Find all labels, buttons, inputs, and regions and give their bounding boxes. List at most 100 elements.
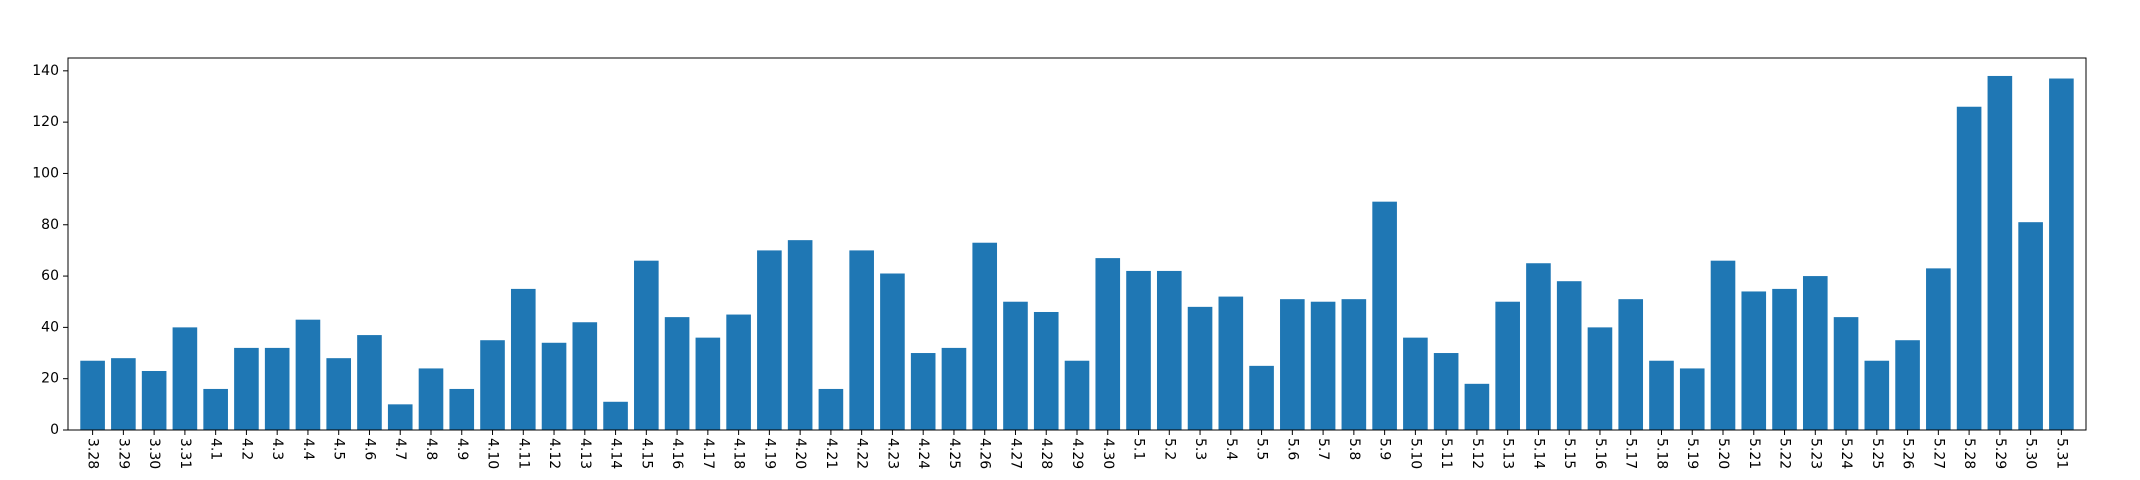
bar-4.10 — [480, 340, 505, 430]
bar-4.24 — [910, 353, 936, 430]
x-tick-label: 5.24 — [1838, 438, 1854, 469]
x-tick-label: 4.15 — [638, 438, 654, 469]
x-tick-label: 4.4 — [300, 438, 316, 460]
bar-5.22 — [1772, 288, 1797, 430]
bar-3.28 — [80, 360, 105, 430]
bar-5.25 — [1864, 360, 1890, 430]
bars-group — [80, 75, 2074, 431]
x-tick-label: 4.25 — [946, 438, 962, 469]
bar-4.22 — [849, 250, 874, 430]
x-tick-label: 5.11 — [1438, 438, 1454, 469]
x-tick-label: 4.14 — [608, 438, 624, 469]
bar-5.26 — [1895, 340, 1920, 430]
bar-5.19 — [1679, 368, 1705, 430]
x-tick-label: 4.6 — [361, 438, 377, 460]
bar-5.28 — [1956, 106, 1982, 431]
bar-5.21 — [1741, 291, 1767, 430]
x-tick-label: 5.9 — [1377, 438, 1393, 460]
x-tick-label: 5.12 — [1469, 438, 1485, 469]
x-tick-label: 5.30 — [2023, 438, 2039, 469]
x-tick-label: 4.18 — [731, 438, 747, 469]
x-tick-label: 5.25 — [1869, 438, 1885, 469]
x-tick-label: 3.29 — [115, 438, 131, 469]
bar-4.28 — [1033, 311, 1059, 430]
bar-5.13 — [1495, 301, 1520, 430]
x-tick-label: 4.17 — [700, 438, 716, 469]
bar-4.19 — [757, 250, 782, 430]
x-tick-label: 5.13 — [1500, 438, 1516, 469]
bar-3.30 — [141, 370, 167, 430]
bar-5.23 — [1802, 276, 1828, 430]
y-tick-label: 120 — [32, 114, 59, 130]
bar-5.10 — [1403, 337, 1428, 430]
bar-4.2 — [234, 347, 259, 430]
bar-5.12 — [1464, 383, 1490, 430]
x-tick-label: 5.17 — [1623, 438, 1639, 469]
y-axis: 0 20 40 60 80 100 120 140 — [32, 63, 68, 438]
bar-3.29 — [111, 358, 136, 430]
x-tick-label: 5.29 — [1992, 438, 2008, 469]
x-axis: 3.28 3.29 3.30 3.31 4.1 4.2 4.3 4.4 4.5 4.6 4.7 4.8… — [85, 430, 2069, 469]
bar-4.21 — [818, 388, 844, 430]
bar-5.9 — [1372, 201, 1397, 430]
x-tick-label: 5.22 — [1777, 438, 1793, 469]
x-tick-label: 4.29 — [1069, 438, 1085, 469]
x-tick-label: 4.16 — [669, 438, 685, 469]
x-tick-label: 4.22 — [854, 438, 870, 469]
bar-4.18 — [726, 314, 751, 430]
bar-5.3 — [1187, 306, 1213, 430]
bar-5.6 — [1280, 299, 1305, 430]
y-tick-label: 0 — [50, 422, 59, 438]
bar-5.16 — [1587, 327, 1613, 430]
x-tick-label: 4.8 — [423, 438, 439, 460]
x-tick-label: 3.31 — [177, 438, 193, 469]
bar-3.31 — [172, 327, 198, 430]
x-tick-label: 4.10 — [485, 438, 501, 469]
x-tick-label: 4.9 — [454, 438, 470, 460]
x-tick-label: 5.6 — [1284, 438, 1300, 460]
bar-5.27 — [1926, 268, 1951, 430]
x-tick-label: 5.14 — [1530, 438, 1546, 469]
bar-4.23 — [880, 273, 905, 430]
bar-4.13 — [572, 322, 598, 430]
x-tick-label: 4.28 — [1038, 438, 1054, 469]
x-tick-label: 5.10 — [1407, 438, 1423, 469]
bar-5.4 — [1218, 296, 1244, 430]
bar-5.8 — [1341, 299, 1367, 430]
x-tick-label: 4.11 — [515, 438, 531, 469]
bar-4.11 — [510, 288, 536, 430]
x-tick-label: 5.19 — [1684, 438, 1700, 469]
x-tick-label: 5.8 — [1346, 438, 1362, 460]
x-tick-label: 5.3 — [1192, 438, 1208, 460]
y-tick-label: 20 — [41, 371, 59, 387]
bar-4.6 — [357, 335, 382, 430]
x-tick-label: 5.4 — [1223, 438, 1239, 460]
bar-4.9 — [449, 388, 475, 430]
x-tick-label: 5.20 — [1715, 438, 1731, 469]
bar-5.31 — [2049, 78, 2074, 431]
bar-4.3 — [264, 347, 290, 430]
bar-5.24 — [1833, 317, 1859, 430]
bar-4.25 — [941, 347, 967, 430]
bar-4.30 — [1095, 258, 1121, 430]
bar-5.29 — [1987, 75, 2013, 431]
x-tick-label: 3.30 — [146, 438, 162, 469]
x-tick-label: 4.5 — [331, 438, 347, 460]
x-tick-label: 4.2 — [238, 438, 254, 460]
x-tick-label: 5.26 — [1900, 438, 1916, 469]
x-tick-label: 4.7 — [392, 438, 408, 460]
y-tick-label: 100 — [32, 165, 59, 181]
x-tick-label: 5.23 — [1807, 438, 1823, 469]
x-tick-label: 4.24 — [915, 438, 931, 469]
y-tick-label: 80 — [41, 217, 59, 233]
bar-5.17 — [1618, 299, 1644, 430]
x-tick-label: 5.5 — [1254, 438, 1270, 460]
x-tick-label: 5.21 — [1746, 438, 1762, 469]
bar-4.1 — [203, 388, 228, 430]
x-tick-label: 4.23 — [884, 438, 900, 469]
x-tick-label: 5.31 — [2053, 438, 2069, 469]
bar-4.17 — [695, 337, 721, 430]
bar-4.20 — [787, 240, 813, 430]
x-tick-label: 5.7 — [1315, 438, 1331, 460]
bar-4.29 — [1064, 360, 1090, 430]
